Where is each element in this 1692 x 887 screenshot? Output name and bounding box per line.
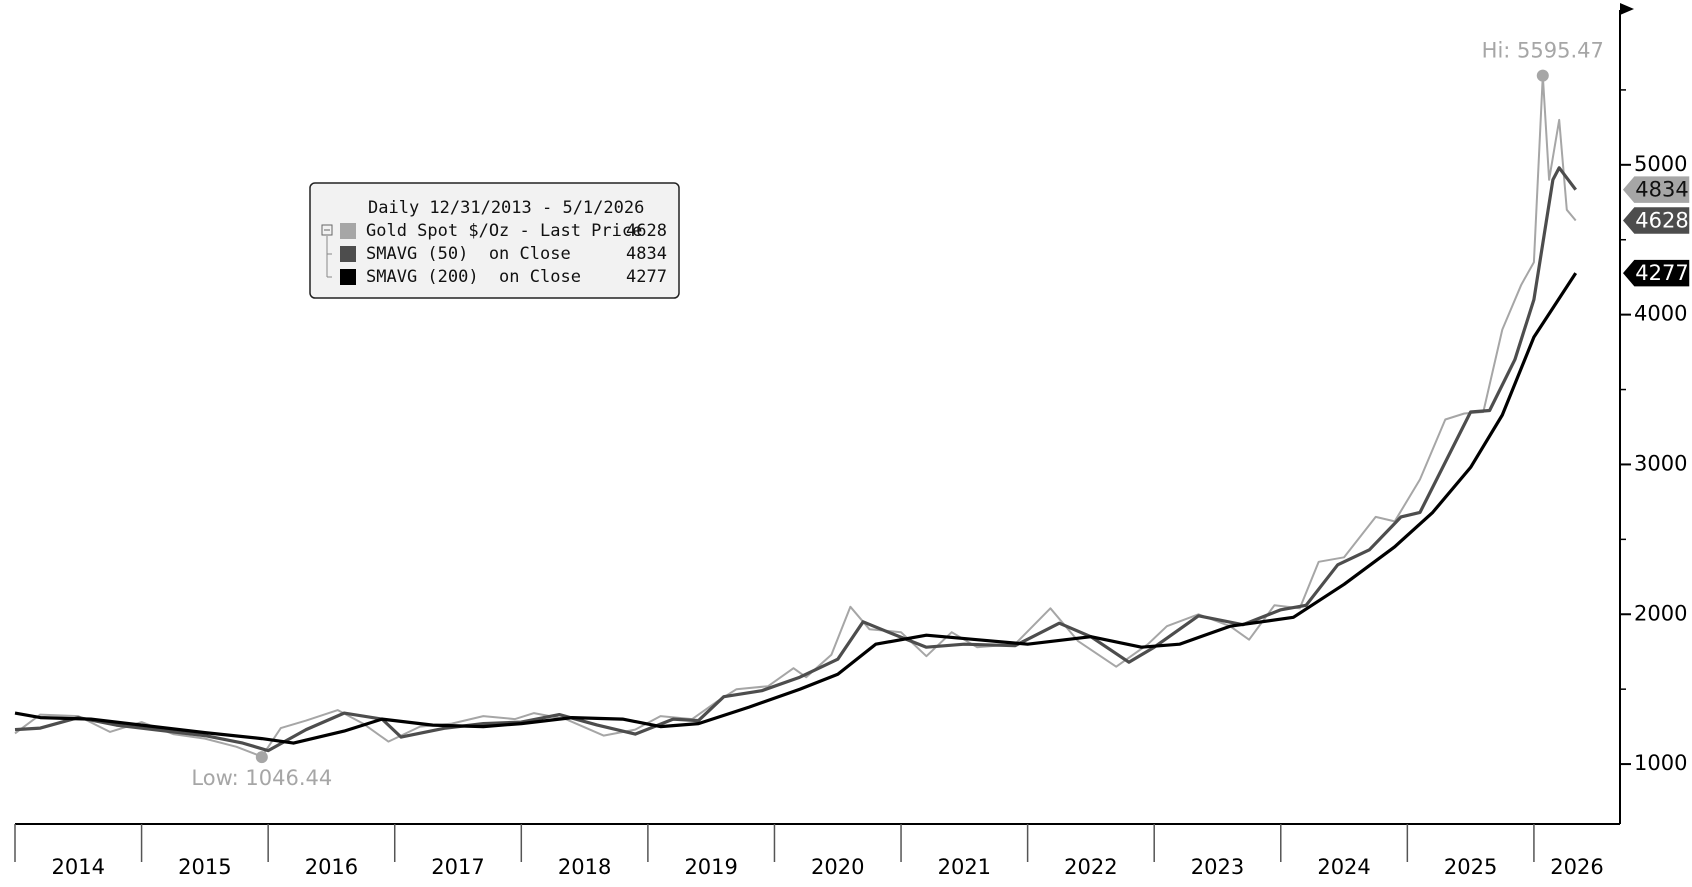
- x-tick-label: 2023: [1191, 855, 1244, 879]
- x-tick-label: 2026: [1550, 855, 1603, 879]
- x-tick-label: 2021: [938, 855, 991, 879]
- series-line: [14, 272, 1578, 745]
- y-tick-label: 4000: [1634, 302, 1687, 326]
- series-line: [14, 74, 1577, 758]
- legend-swatch: [340, 246, 356, 262]
- x-tick-label: 2019: [684, 855, 737, 879]
- y-axis-arrow: [1620, 3, 1634, 15]
- x-tick-label: 2014: [52, 855, 105, 879]
- legend-title: Daily 12/31/2013 - 5/1/2026: [368, 198, 644, 218]
- legend-collapse-icon[interactable]: [321, 224, 333, 236]
- legend-box: [309, 182, 680, 299]
- x-tick-label: 2020: [811, 855, 864, 879]
- annotation-value: 1046.44: [245, 766, 332, 790]
- last-value-label: 4628: [1635, 209, 1688, 233]
- last-value-tag: [1621, 174, 1691, 205]
- legend-tree: [326, 236, 332, 278]
- legend-label: Gold Spot $/Oz - Last Price: [366, 221, 642, 241]
- last-value-label: 4834: [1635, 178, 1688, 202]
- y-tick-label: 2000: [1634, 601, 1687, 625]
- y-tick-label: 5000: [1634, 152, 1687, 176]
- legend-value: 4277: [626, 267, 667, 287]
- legend-value: 4834: [626, 244, 667, 264]
- annotation-dot: [1536, 69, 1549, 82]
- x-tick-label: 2016: [305, 855, 358, 879]
- last-value-label: 4277: [1635, 261, 1688, 285]
- y-tick-label: 3000: [1634, 451, 1687, 475]
- x-tick-label: 2018: [558, 855, 611, 879]
- annotation-text: Hi:: [1482, 39, 1511, 63]
- x-tick-label: 2022: [1064, 855, 1117, 879]
- x-tick-label: 2015: [178, 855, 231, 879]
- legend-value: 4628: [626, 221, 667, 241]
- annotation-value: 5595.47: [1517, 39, 1604, 63]
- annotation-text: Low:: [191, 766, 238, 790]
- legend-label: SMAVG (200) on Close: [366, 267, 581, 287]
- annotation-label: Low: 1046.44: [191, 766, 332, 790]
- series-line: [14, 166, 1577, 753]
- annotation-label: Hi: 5595.47: [1482, 39, 1604, 63]
- annotation-dot: [255, 751, 268, 764]
- x-tick-label: 2025: [1444, 855, 1497, 879]
- legend: Daily 12/31/2013 - 5/1/2026 Gold Spot $/…: [309, 182, 680, 299]
- y-tick-label: 1000: [1634, 751, 1687, 775]
- last-value-tag: [1621, 205, 1691, 236]
- x-tick-label: 2017: [431, 855, 484, 879]
- legend-label: SMAVG (50) on Close: [366, 244, 571, 264]
- x-tick-label: 2024: [1317, 855, 1370, 879]
- last-value-tag: [1621, 258, 1691, 288]
- legend-swatch: [340, 269, 356, 285]
- legend-swatch: [340, 223, 356, 239]
